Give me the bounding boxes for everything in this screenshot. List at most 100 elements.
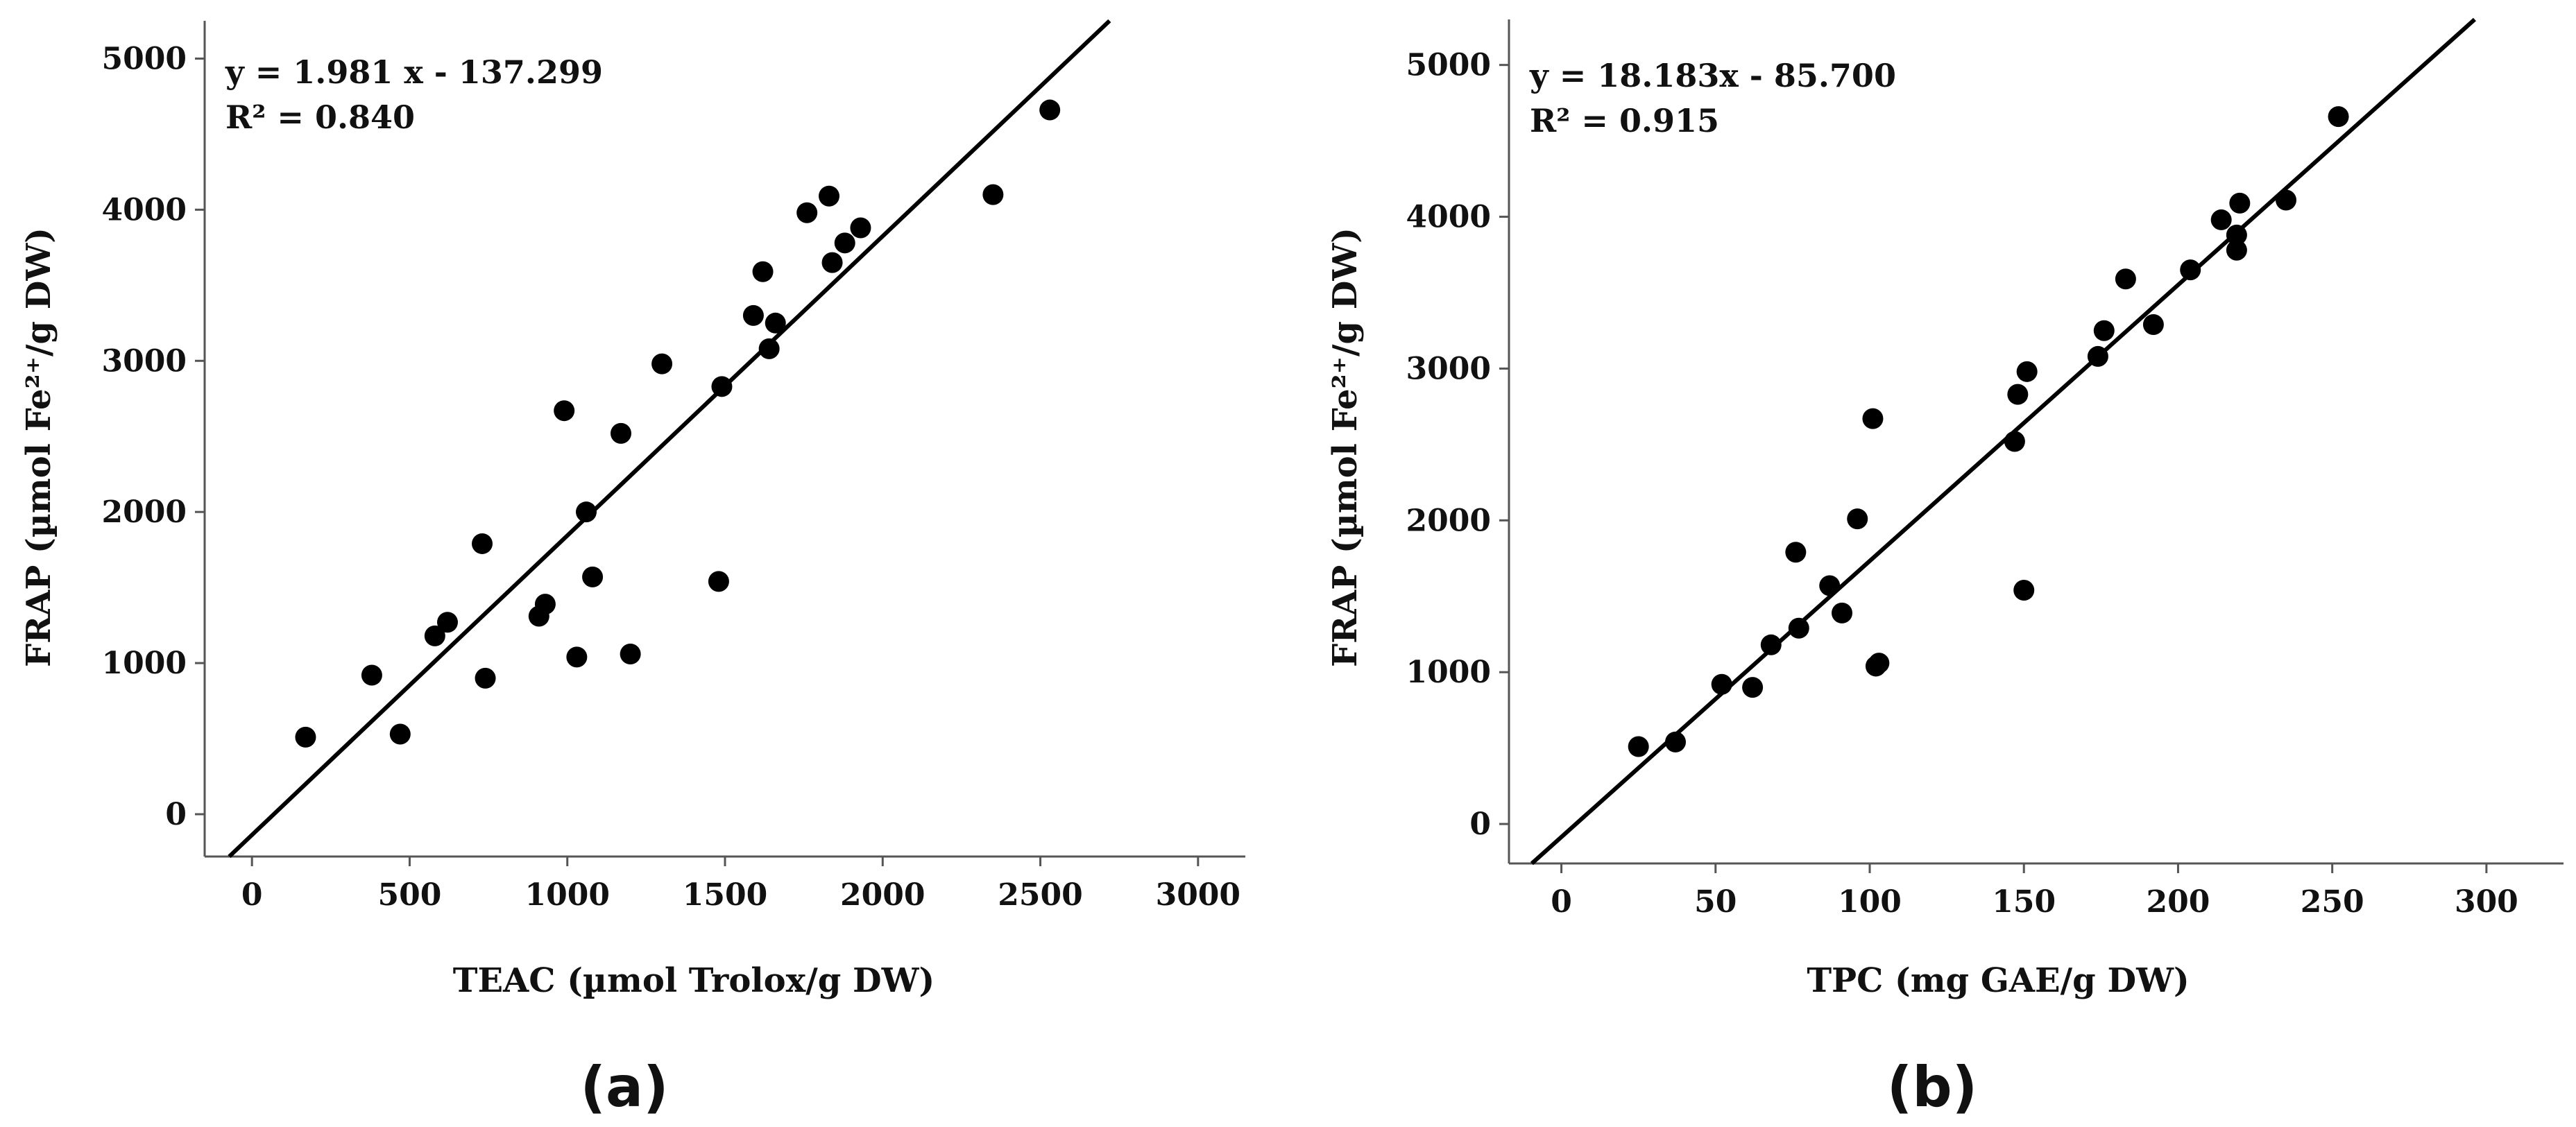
panel-a-teac-frap: 0 500 1000 1500 2000 2500 3000 0 1000 2000 3000 40… xyxy=(19,19,1245,1119)
panel-b-equation: y = 18.183x - 85.700 xyxy=(1529,57,1896,94)
panel-a-data-point xyxy=(424,625,445,646)
panel-a-x-title: TEAC (µmol Trolox/g DW) xyxy=(453,961,935,1000)
panel-b-y-tick-label: 3000 xyxy=(1406,351,1491,386)
panel-a-data-point xyxy=(554,400,575,422)
panel-a-y-title: FRAP (µmol Fe²⁺/g DW) xyxy=(19,227,58,667)
panel-a-data-point xyxy=(1039,99,1061,121)
panel-b-data-point xyxy=(2210,209,2232,230)
panel-a-data-point xyxy=(708,571,729,592)
panel-b-data-point xyxy=(2007,384,2029,405)
panel-b-data-point xyxy=(1665,731,1686,752)
panel-a-data-point xyxy=(752,261,774,282)
panel-b-points xyxy=(1628,106,2349,757)
panel-a-data-point xyxy=(850,217,871,239)
panel-a-data-point xyxy=(758,338,780,359)
panel-b-tpc-frap: 0 50 100 150 200 250 300 0 1000 2000 3000 4000 5000… xyxy=(1326,17,2564,1119)
panel-b-x-tick-label: 200 xyxy=(2147,884,2210,920)
panel-b-data-point xyxy=(2276,189,2296,211)
panel-a-y-tick-label: 2000 xyxy=(102,494,187,530)
panel-a-data-point xyxy=(566,646,588,668)
panel-a-data-point xyxy=(611,422,631,444)
panel-b-data-point xyxy=(2226,224,2247,246)
panel-a-data-point xyxy=(389,723,411,745)
panel-a-y-tick-label: 0 xyxy=(165,797,187,832)
panel-b-data-point xyxy=(1788,617,1809,639)
panel-b-label: (b) xyxy=(1887,1055,1977,1119)
panel-a-label: (a) xyxy=(580,1055,668,1119)
panel-b-regression xyxy=(1530,17,2476,866)
panel-b-x-tick-label: 50 xyxy=(1694,884,1737,920)
panel-b-data-point xyxy=(1628,736,1649,757)
panel-a-x-tick-label: 1500 xyxy=(683,877,767,913)
panel-b-data-point xyxy=(1832,602,1852,623)
panel-a-data-point xyxy=(819,185,839,207)
panel-a-data-point xyxy=(582,566,604,587)
panel-a-x-tick-label: 500 xyxy=(378,877,442,913)
panel-a-data-point xyxy=(711,376,733,397)
panel-b-x-tick-label: 100 xyxy=(1838,884,1902,920)
panel-b-data-point xyxy=(2087,345,2108,367)
panel-a-y-ticks: 0 1000 2000 3000 4000 5000 xyxy=(102,41,205,832)
panel-b-data-point xyxy=(2142,313,2164,335)
panel-b-x-tick-label: 0 xyxy=(1551,884,1572,920)
panel-a-x-tick-label: 3000 xyxy=(1156,877,1240,913)
panel-b-data-point xyxy=(2013,580,2035,601)
panel-b-y-tick-label: 1000 xyxy=(1406,655,1491,690)
panel-a-x-tick-label: 0 xyxy=(241,877,263,913)
panel-b-x-tick-label: 300 xyxy=(2455,884,2518,920)
panel-a-x-tick-label: 2000 xyxy=(840,877,925,913)
panel-b-x-ticks: 0 50 100 150 200 250 300 xyxy=(1551,863,2518,920)
panel-a-data-point xyxy=(472,533,493,554)
panel-b-fit-line xyxy=(1530,17,2476,866)
panel-b-data-point xyxy=(2229,192,2251,214)
panel-b-data-point xyxy=(1868,653,1890,674)
panel-b-r2: R² = 0.915 xyxy=(1530,102,1719,139)
panel-b-data-point xyxy=(2226,239,2247,261)
panel-a-regression xyxy=(228,19,1111,859)
panel-a-x-tick-label: 2500 xyxy=(998,877,1082,913)
panel-a-data-point xyxy=(437,612,458,633)
panel-a-points xyxy=(295,99,1061,748)
panel-a-data-point xyxy=(361,664,382,686)
panel-b-x-tick-label: 150 xyxy=(1992,884,2056,920)
panel-a-data-point xyxy=(534,594,556,615)
panel-a-data-point xyxy=(620,644,641,665)
panel-a-data-point xyxy=(982,184,1004,205)
panel-b-data-point xyxy=(2180,259,2201,281)
panel-b-y-ticks: 0 1000 2000 3000 4000 5000 xyxy=(1406,48,1509,842)
panel-b-y-title: FRAP (µmol Fe²⁺/g DW) xyxy=(1326,227,1365,667)
panel-b-data-point xyxy=(1847,508,1868,530)
panel-a-data-point xyxy=(576,501,597,523)
panel-a-y-tick-label: 4000 xyxy=(102,192,187,227)
panel-a-fit-line xyxy=(228,19,1111,859)
panel-a-y-tick-label: 3000 xyxy=(102,343,187,379)
panel-a-y-tick-label: 5000 xyxy=(102,41,187,76)
panel-b-data-point xyxy=(1819,575,1841,596)
panel-b-data-point xyxy=(2016,361,2038,382)
panel-b-x-title: TPC (mg GAE/g DW) xyxy=(1807,961,2189,1000)
panel-b-data-point xyxy=(2004,431,2025,452)
panel-a-x-tick-label: 1000 xyxy=(524,877,609,913)
panel-b-data-point xyxy=(2115,268,2136,290)
panel-b-data-point xyxy=(2093,320,2115,341)
panel-b-data-point xyxy=(1742,677,1764,698)
panel-b-data-point xyxy=(1785,542,1807,563)
panel-b-y-tick-label: 0 xyxy=(1469,807,1491,842)
panel-b-data-point xyxy=(1862,408,1884,429)
panel-a-data-point xyxy=(765,312,786,334)
panel-a-data-point xyxy=(475,667,496,689)
panel-a-y-tick-label: 1000 xyxy=(102,646,187,681)
panel-a-data-point xyxy=(821,252,843,273)
panel-a-r2: R² = 0.840 xyxy=(225,98,415,136)
panel-b-axes xyxy=(1508,19,2564,865)
panel-a-x-ticks: 0 500 1000 1500 2000 2500 3000 xyxy=(241,857,1240,913)
panel-b-data-point xyxy=(1760,634,1782,655)
panel-a-data-point xyxy=(834,232,855,254)
panel-b-x-tick-label: 250 xyxy=(2301,884,2364,920)
panel-a-equation: y = 1.981 x - 137.299 xyxy=(225,53,603,91)
panel-b-y-tick-label: 4000 xyxy=(1406,200,1491,235)
panel-b-y-tick-label: 2000 xyxy=(1406,503,1491,538)
panel-b-data-point xyxy=(1711,673,1732,695)
panel-a-data-point xyxy=(796,202,818,223)
